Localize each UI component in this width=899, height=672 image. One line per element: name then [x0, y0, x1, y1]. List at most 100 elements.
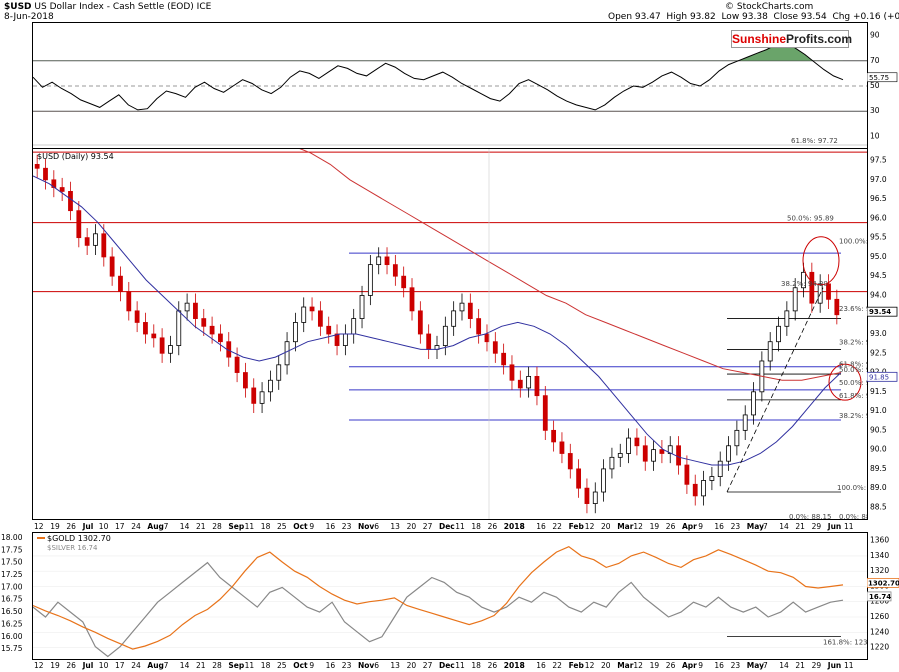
x-tick-label: 7 — [763, 522, 768, 531]
fib-annotation: 61.8%: 92.1 — [839, 361, 867, 369]
silver-tick-label: 18.00 — [1, 533, 23, 542]
silver-last-value: 16.74 — [869, 593, 891, 601]
rsi-tick-label: 30 — [870, 106, 880, 115]
silver-tick-label: 16.00 — [1, 632, 23, 641]
fib-annotation: 50.0%: 91.96 — [839, 366, 867, 374]
x-tick-label: Nov — [358, 661, 374, 670]
silver-tick-label: 17.25 — [1, 570, 23, 579]
high-value: High 93.82 — [666, 12, 716, 22]
x-tick-label: Jun — [827, 522, 841, 531]
x-tick-label: 20 — [407, 522, 417, 531]
x-tick-label: 21 — [196, 522, 206, 531]
x-tick-label: 19 — [650, 661, 660, 670]
candle-body — [642, 445, 648, 462]
x-tick-label: 9 — [698, 522, 703, 531]
x-tick-label: 11 — [844, 661, 854, 670]
x-tick-label: 14 — [180, 661, 190, 670]
price-tick-label: 95.5 — [870, 233, 887, 242]
x-tick-label: 12 — [34, 522, 44, 531]
rsi-value-box — [867, 72, 898, 83]
candle-body — [651, 449, 656, 462]
price-last-value: 93.54 — [869, 308, 891, 316]
rsi-tick-label: 70 — [870, 56, 880, 65]
x-tick-label: 16 — [326, 522, 336, 531]
x-tick-label: 20 — [407, 661, 417, 670]
x-tick-label: 23 — [731, 661, 741, 670]
candle-body — [417, 310, 423, 335]
candle-body — [709, 476, 715, 481]
price-tick-label: 88.5 — [870, 502, 887, 511]
price-tick-label: 94.5 — [870, 271, 887, 280]
candle-body — [392, 264, 398, 277]
x-tick-label: Jun — [827, 661, 841, 670]
candle-body — [734, 429, 740, 447]
x-tick-label: 26 — [66, 661, 76, 670]
silver-tick-label: 16.75 — [1, 595, 23, 604]
x-tick-label: 13 — [390, 522, 400, 531]
credit: © StockCharts.com — [725, 2, 814, 12]
candle-body — [584, 487, 590, 504]
rsi-tick-label: 50 — [870, 81, 880, 90]
x-tick-label: Feb — [569, 661, 585, 670]
candle-body — [592, 491, 598, 504]
candle-body — [601, 468, 606, 493]
fib-annotation: 0.0%: 88.15 — [839, 513, 867, 519]
x-tick-label: 18 — [471, 661, 481, 670]
x-tick-label: Feb — [569, 522, 585, 531]
silver-tick-label: 15.75 — [1, 644, 23, 653]
candle-body — [284, 341, 290, 366]
x-tick-label: Apr — [682, 661, 697, 670]
candle-body — [776, 325, 781, 343]
gold-tick-label: 1240 — [870, 627, 889, 636]
candle-body — [118, 275, 123, 293]
x-tick-label: 16 — [714, 661, 724, 670]
x-tick-label: 16 — [714, 522, 724, 531]
gold-value-box — [867, 577, 899, 588]
candle-body — [834, 298, 840, 316]
indicator-plot: 61.8%: 97.72 — [32, 41, 867, 146]
x-tick-label: Oct — [293, 661, 308, 670]
candle-body — [84, 237, 90, 246]
x-tick-label: Jul — [82, 522, 94, 531]
candle-body — [201, 318, 207, 327]
gold-tick-label: 1360 — [870, 536, 889, 545]
candle-body — [59, 187, 65, 192]
candle-body — [801, 271, 806, 289]
candle-body — [509, 364, 515, 381]
logo-part1: Sunshine — [732, 32, 787, 46]
x-tick-label: 6 — [374, 522, 379, 531]
x-tick-label: 20 — [601, 661, 611, 670]
x-tick-label: 9 — [309, 522, 314, 531]
price-tick-label: 95.0 — [870, 252, 887, 261]
x-tick-label: 22 — [552, 661, 562, 670]
ohlc-readout: Open 93.47 High 93.82 Low 93.38 Close 93… — [608, 12, 899, 22]
x-tick-label: 12 — [633, 661, 643, 670]
candle-body — [559, 441, 565, 454]
candle-body — [126, 291, 132, 312]
price-tick-label: 91.0 — [870, 406, 887, 415]
fib-annotation: 50.0%: 91.62 — [839, 379, 867, 387]
x-tick-label: 12 — [585, 661, 595, 670]
candle-body — [751, 391, 756, 416]
x-tick-label: 23 — [731, 522, 741, 531]
x-tick-label: 16 — [326, 661, 336, 670]
candle-body — [209, 325, 215, 335]
gold-legend: $GOLD 1302.70 — [47, 534, 111, 543]
x-tick-label: Dec — [439, 522, 455, 531]
gold-silver-plot: 161.8%: 1234.60 $GOLD 1302.70$SILVER 16.7… — [32, 534, 883, 658]
candle-body — [326, 325, 332, 335]
candle-body — [442, 325, 448, 346]
silver-tick-label: 17.75 — [1, 545, 23, 554]
candle-body — [484, 333, 490, 343]
candle-body — [109, 256, 115, 277]
gold-last-value: 1302.70 — [868, 579, 899, 587]
x-tick-label: 14 — [180, 522, 190, 531]
candle-body — [68, 190, 73, 212]
candle-body — [34, 164, 40, 169]
silver-tick-label: 16.50 — [1, 607, 23, 616]
price-tick-label: 89.0 — [870, 483, 887, 492]
rsi-last-value: 55.75 — [869, 74, 889, 82]
candle-body — [384, 256, 390, 266]
change-value: Chg +0.16 (+0.17%) — [832, 12, 899, 22]
price-tick-label: 97.5 — [870, 156, 887, 165]
